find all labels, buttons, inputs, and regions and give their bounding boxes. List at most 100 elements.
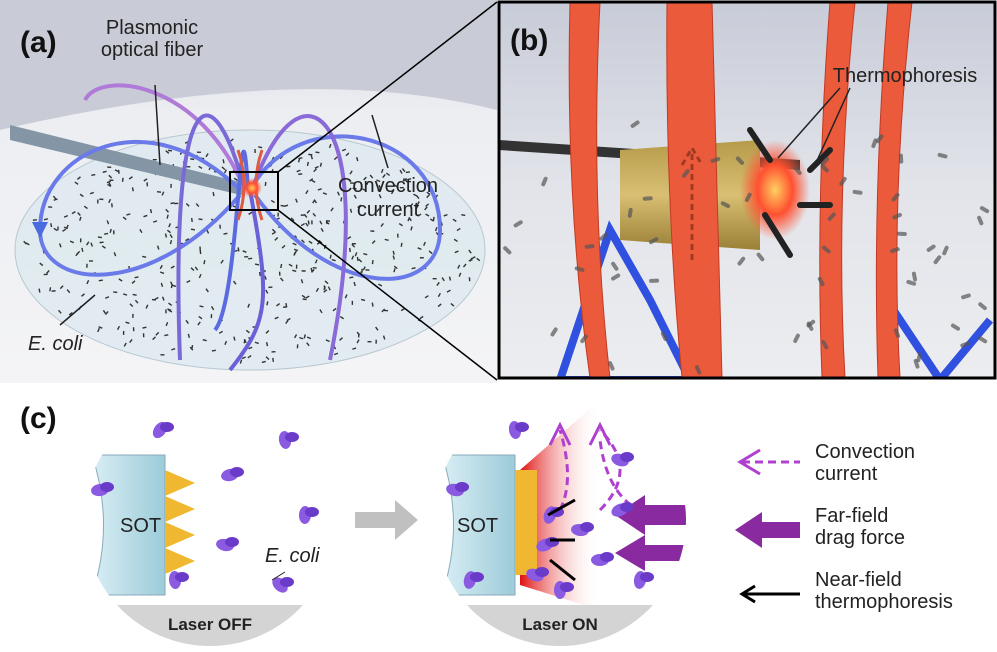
bacterium	[305, 507, 319, 517]
legend-key	[735, 512, 800, 548]
label-line: current	[357, 199, 420, 221]
panel-label: (b)	[510, 24, 548, 57]
bacterium	[82, 248, 83, 252]
sot-label: SOT	[120, 515, 161, 537]
bacterium	[292, 270, 296, 271]
panel-c: (c) SOT E. coli Laser OFF	[20, 390, 953, 647]
label-line: Near-field	[815, 569, 902, 591]
bacterium	[461, 215, 465, 216]
bacterium	[175, 572, 189, 582]
bacterium	[165, 234, 166, 238]
hotspot	[242, 178, 262, 198]
bacterium	[258, 147, 262, 148]
bacterium	[91, 175, 95, 176]
bacterium	[280, 577, 294, 587]
bacterium	[341, 197, 342, 201]
bacterium	[580, 522, 594, 532]
thermophoresis-label: Thermophoresis	[833, 65, 978, 87]
bacterium	[133, 294, 137, 295]
bacterium	[234, 337, 235, 341]
bacterium	[142, 327, 146, 328]
bacterium	[150, 209, 151, 213]
bacterium	[267, 301, 268, 305]
bacterium	[401, 243, 402, 247]
bacterium	[203, 340, 207, 341]
bacterium	[190, 159, 194, 160]
label-line: thermophoresis	[815, 591, 953, 613]
bacterium	[649, 279, 659, 283]
bacterium	[132, 187, 133, 191]
bacterium	[267, 342, 268, 346]
bacterium	[393, 251, 394, 255]
bacterium	[167, 215, 168, 219]
ecoli-label: E. coli	[265, 545, 320, 567]
bacterium	[99, 280, 103, 281]
bacterium	[273, 358, 274, 362]
bacterium	[357, 157, 358, 161]
bacterium	[393, 256, 394, 260]
bacterium	[50, 287, 51, 291]
bacterium	[560, 582, 574, 592]
bacterium	[330, 255, 331, 259]
bacterium	[160, 422, 174, 432]
ecoli-label: E. coli	[28, 333, 83, 355]
bacterium	[298, 158, 302, 159]
bacterium	[238, 247, 239, 251]
bacterium	[372, 303, 373, 307]
bacterium	[897, 232, 907, 236]
bacterium	[304, 334, 305, 338]
transition-arrow	[355, 500, 418, 540]
bacterium	[213, 192, 214, 196]
bacterium	[535, 567, 549, 577]
bacterium	[315, 152, 319, 153]
hotspot	[740, 140, 810, 240]
bacterium	[449, 277, 450, 281]
bacterium	[412, 268, 416, 269]
bacterium	[357, 257, 358, 261]
bacterium	[104, 233, 108, 234]
panel-label: (c)	[20, 402, 57, 435]
bacterium	[223, 233, 227, 234]
bacterium	[600, 552, 614, 562]
bacterium	[198, 219, 202, 220]
bacterium	[142, 256, 146, 257]
caption: Laser ON	[522, 615, 598, 634]
bacterium	[406, 172, 410, 173]
bacterium	[191, 229, 195, 230]
bacterium	[39, 289, 40, 293]
bacterium	[260, 272, 261, 276]
bacterium	[281, 264, 282, 268]
bacterium	[285, 432, 299, 442]
caption: Laser OFF	[168, 615, 252, 634]
bacterium	[385, 239, 389, 240]
bacterium	[100, 482, 114, 492]
bacterium	[311, 268, 312, 272]
bacterium	[363, 254, 367, 255]
bacterium	[361, 299, 365, 300]
bacterium	[640, 572, 654, 582]
bacterium	[225, 537, 239, 547]
bacterium	[212, 350, 216, 351]
label-line: Convection	[815, 441, 915, 463]
figure: (a) Plasmonicoptical fiber Convectioncur…	[0, 0, 997, 647]
bacterium	[324, 286, 325, 290]
label-line: optical fiber	[101, 39, 204, 61]
legend-key	[742, 586, 800, 602]
bacterium	[433, 217, 434, 221]
bacterium	[262, 361, 266, 362]
bacterium	[620, 452, 634, 462]
bacterium	[455, 482, 469, 492]
bacterium	[332, 260, 336, 261]
sot-label: SOT	[457, 515, 498, 537]
bacterium	[255, 264, 259, 265]
bacterium	[303, 299, 307, 300]
bacterium	[164, 335, 168, 336]
bacterium	[350, 248, 351, 252]
bacterium	[103, 171, 107, 172]
label-line: Plasmonic	[106, 17, 198, 39]
